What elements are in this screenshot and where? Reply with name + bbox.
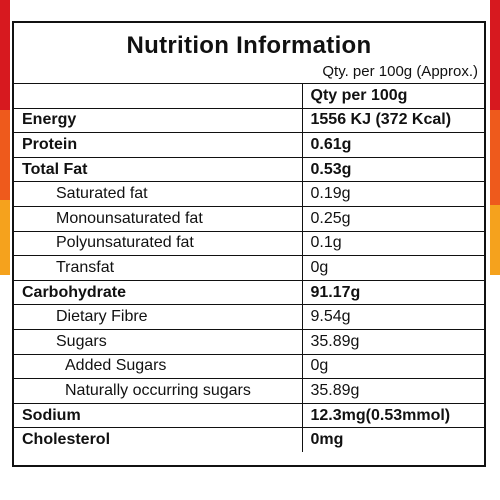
row-value: 0.61g — [301, 132, 484, 158]
row-value: 0.53g — [301, 156, 484, 182]
nutrition-table: Qty per 100g Energy 1556 KJ (372 Kcal) P… — [14, 83, 484, 453]
table-row: Saturated fat 0.19g — [14, 181, 484, 207]
table-row: Polyunsaturated fat 0.1g — [14, 230, 484, 256]
table-row: Total Fat 0.53g — [14, 156, 484, 182]
row-label: Polyunsaturated fat — [14, 230, 302, 256]
row-value: 35.89g — [301, 378, 484, 404]
row-label: Cholesterol — [14, 427, 302, 453]
table-row: Transfat 0g — [14, 255, 484, 281]
row-value: 91.17g — [301, 279, 484, 305]
table-row: Monounsaturated fat 0.25g — [14, 205, 484, 232]
row-label: Added Sugars — [14, 353, 302, 379]
row-value: 0g — [301, 255, 484, 281]
row-value: 0mg — [301, 427, 484, 453]
row-label: Monounsaturated fat — [14, 205, 302, 232]
row-label: Naturally occurring sugars — [14, 378, 302, 404]
table-row: Cholesterol 0mg — [14, 427, 484, 453]
row-value: 0.1g — [301, 230, 484, 256]
row-label: Energy — [14, 107, 302, 133]
row-label: Saturated fat — [14, 181, 302, 207]
table-row: Sodium 12.3mg(0.53mmol) — [14, 402, 484, 428]
row-label: Transfat — [14, 255, 302, 281]
row-value: 0.19g — [301, 181, 484, 207]
row-value: 35.89g — [301, 328, 484, 355]
row-label: Carbohydrate — [14, 279, 302, 305]
table-row: Sugars 35.89g — [14, 328, 484, 355]
table-row: Carbohydrate 91.17g — [14, 279, 484, 305]
row-value: 9.54g — [301, 304, 484, 330]
nutrition-panel: Nutrition Information Qty. per 100g (App… — [12, 21, 486, 467]
right-color-stripe — [490, 0, 500, 500]
row-label: Dietary Fibre — [14, 304, 302, 330]
table-header-row: Qty per 100g — [14, 83, 484, 109]
row-label: Sodium — [14, 402, 302, 428]
row-value: 1556 KJ (372 Kcal) — [301, 107, 484, 133]
table-row: Dietary Fibre 9.54g — [14, 304, 484, 330]
row-label: Sugars — [14, 328, 302, 355]
table-row: Naturally occurring sugars 35.89g — [14, 378, 484, 404]
left-color-stripe — [0, 0, 10, 500]
row-label: Protein — [14, 132, 302, 158]
row-label: Total Fat — [14, 156, 302, 182]
row-value: 0.25g — [301, 205, 484, 232]
row-value: 0g — [301, 353, 484, 379]
table-row: Added Sugars 0g — [14, 353, 484, 379]
header-empty-cell — [14, 83, 302, 109]
table-row: Energy 1556 KJ (372 Kcal) — [14, 107, 484, 133]
column-header: Qty per 100g — [301, 83, 484, 109]
row-value: 12.3mg(0.53mmol) — [301, 402, 484, 428]
table-row: Protein 0.61g — [14, 132, 484, 158]
panel-title: Nutrition Information — [126, 32, 372, 59]
panel-subtitle: Qty. per 100g (Approx.) — [322, 63, 478, 80]
